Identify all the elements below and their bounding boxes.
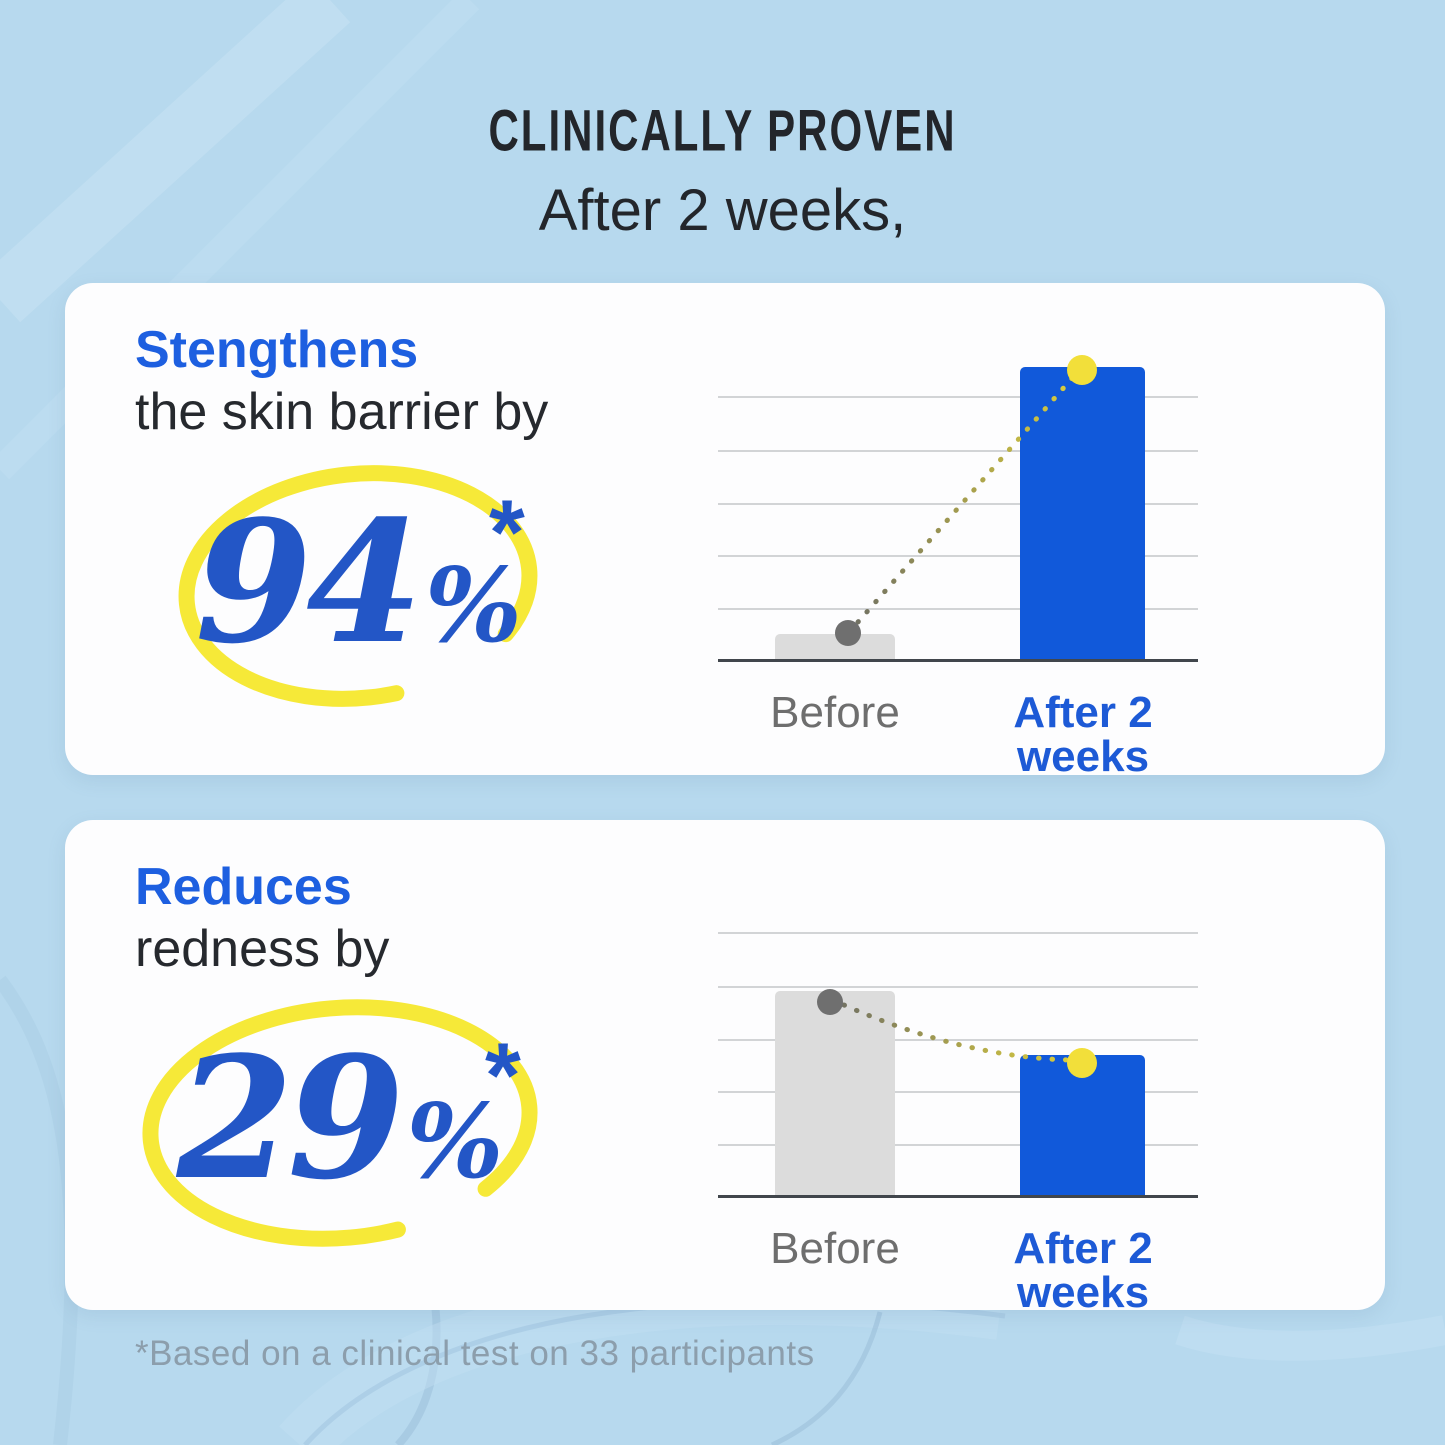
- chart-skin-barrier: Before After 2 weeks: [718, 343, 1198, 779]
- hand-drawn-circle: [178, 465, 538, 707]
- x-tick-after: After 2 weeks: [1013, 1224, 1153, 1317]
- page-subtitle: After 2 weeks,: [538, 178, 907, 243]
- x-tick-after: After 2 weeks: [1013, 688, 1153, 781]
- card1-heading-rest: the skin barrier by: [135, 383, 549, 441]
- card2-stat-value: 29 %: [140, 1034, 540, 1202]
- bar-after: [1020, 367, 1145, 659]
- x-axis-baseline: [718, 1195, 1198, 1198]
- stat-card-skin-barrier: Stengthens the skin barrier by 94 % *: [65, 283, 1385, 779]
- card2-heading-accent: Reduces: [135, 858, 352, 916]
- bar-after: [1020, 1055, 1145, 1195]
- gridline: [718, 932, 1198, 934]
- percent-sign: %: [424, 545, 522, 666]
- card1-circled-stat: 94 % *: [177, 463, 540, 710]
- card2-heading-rest: redness by: [135, 920, 390, 978]
- chart-redness: Before After 2 weeks: [718, 879, 1198, 1315]
- card1-stat-value: 94 %: [177, 497, 540, 665]
- gridline: [718, 1091, 1198, 1093]
- x-tick-before: Before: [770, 1224, 900, 1273]
- page-title: CLINICALLY PROVEN: [488, 97, 957, 163]
- card2-circled-stat: 29 % *: [140, 998, 540, 1248]
- stat-number: 94: [195, 482, 423, 681]
- x-axis-baseline: [718, 659, 1198, 662]
- asterisk-mark: *: [489, 482, 525, 584]
- bar-before: [775, 634, 895, 659]
- asterisk-mark: *: [485, 1025, 521, 1127]
- footnote: *Based on a clinical test on 33 particip…: [135, 1334, 815, 1373]
- stat-number: 29: [176, 1018, 405, 1217]
- bar-before: [775, 991, 895, 1195]
- stat-card-redness: Reduces redness by 29 % *: [65, 820, 1385, 1315]
- hand-drawn-circle: [142, 999, 538, 1247]
- gridline: [718, 1144, 1198, 1146]
- gridline: [718, 986, 1198, 988]
- x-tick-before: Before: [770, 688, 900, 737]
- card1-heading-accent: Stengthens: [135, 321, 419, 379]
- percent-sign: %: [406, 1081, 504, 1202]
